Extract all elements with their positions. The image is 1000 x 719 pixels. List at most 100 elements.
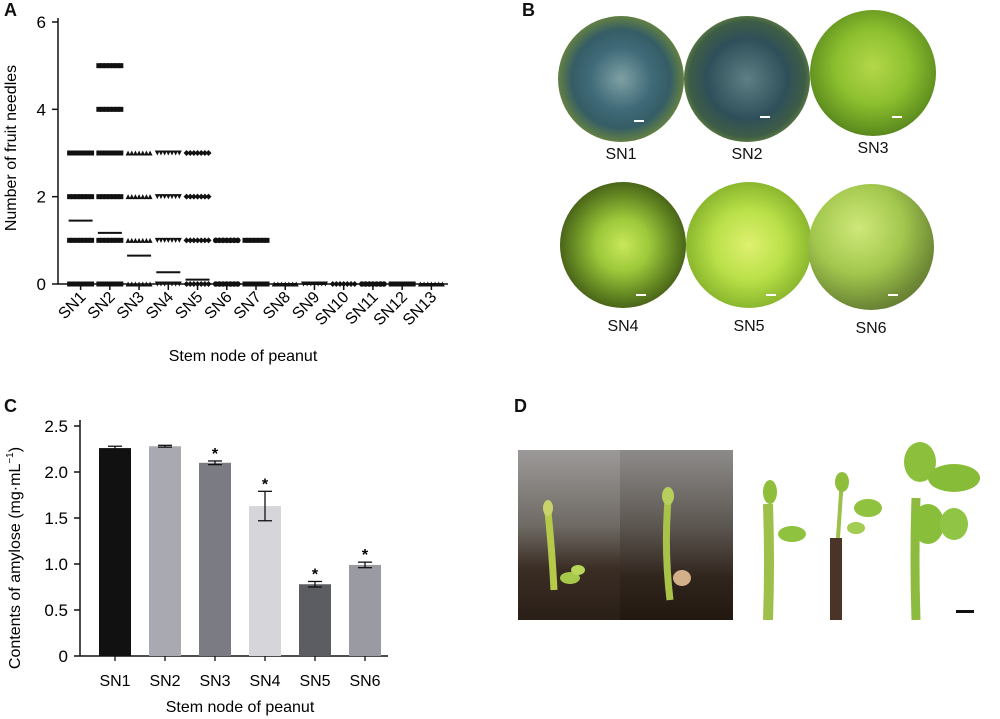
seedling-photo-5 xyxy=(894,438,998,620)
chart-c-y-tick-label: 1.5 xyxy=(44,509,68,528)
chart-c-y-tick-label: 0 xyxy=(59,647,68,666)
seedling-illustration-5 xyxy=(904,442,980,620)
chart-a-point-sn2 xyxy=(96,237,124,243)
micrograph-sn5 xyxy=(686,182,812,308)
chart-a-point-sn6 xyxy=(212,237,241,244)
error-bar-sn1 xyxy=(108,445,122,451)
chart-a-point-sn2 xyxy=(96,194,124,200)
chart-a-x-axis-label: Stem node of peanut xyxy=(169,348,318,365)
scale-bar-sn6 xyxy=(888,294,898,296)
chart-a-x-tick-label: SN6 xyxy=(202,289,236,323)
panel-c-letter: C xyxy=(4,396,17,416)
panel-b-letter: B xyxy=(522,0,535,20)
chart-a-y-axis-label: Number of fruit needles xyxy=(3,65,20,231)
chart-a-point-sn2 xyxy=(96,150,124,156)
bar-sn5 xyxy=(299,584,331,656)
chart-a-x-tick-label: SN7 xyxy=(231,289,265,323)
chart-c-y-axis-label-close: ) xyxy=(7,447,24,452)
scale-bar-sn3 xyxy=(892,116,902,118)
chart-a-point-sn4 xyxy=(154,281,182,287)
chart-a-point-sn1 xyxy=(67,281,95,287)
chart-a-point-sn5 xyxy=(183,237,212,244)
micrograph-sn2 xyxy=(684,16,810,142)
error-bar-sn6 xyxy=(358,561,372,569)
chart-a-point-sn3 xyxy=(125,150,153,156)
micrograph-label-sn4: SN4 xyxy=(607,318,639,335)
chart-a-point-sn7 xyxy=(242,237,270,243)
micrograph-label-sn3: SN3 xyxy=(857,140,889,157)
chart-c-y-tick-label: 2.5 xyxy=(44,417,68,436)
micrograph-label-sn5: SN5 xyxy=(733,318,765,335)
chart-a-point-sn5 xyxy=(183,150,212,156)
scale-bar-sn5 xyxy=(766,294,776,296)
chart-a-point-sn3 xyxy=(125,281,153,287)
chart-a-point-sn2 xyxy=(96,63,124,69)
panel-d-letter: D xyxy=(514,396,527,416)
chart-a-point-sn3 xyxy=(125,237,153,243)
chart-a-x-tick-label: SN3 xyxy=(114,289,148,323)
chart-c-x-axis-label: Stem node of peanut xyxy=(166,699,315,716)
seedling-illustration-3 xyxy=(763,480,806,620)
bar-sn6 xyxy=(349,564,381,656)
chart-c-y-tick-label: 1.0 xyxy=(44,555,68,574)
chart-c-x-tick-label: SN3 xyxy=(199,673,230,690)
chart-a-point-sn4 xyxy=(154,150,182,156)
chart-a-x-tick-label: SN4 xyxy=(143,289,177,323)
chart-c-y-axis-label-superscript: −1 xyxy=(5,452,16,464)
bar-sn3 xyxy=(199,462,231,656)
scale-bar-sn2 xyxy=(760,116,770,118)
chart-a-x-tick-label: SN1 xyxy=(55,289,89,323)
micrograph-label-sn6: SN6 xyxy=(855,320,887,337)
seedling-illustration-2 xyxy=(662,487,691,601)
chart-c-x-tick-label: SN6 xyxy=(349,673,380,690)
error-bar-sn3 xyxy=(208,460,222,466)
micrograph-sn3 xyxy=(810,10,936,136)
error-bar-sn4 xyxy=(258,490,272,522)
chart-c-x-tick-label: SN4 xyxy=(249,673,280,690)
scale-bar-photo xyxy=(956,610,974,613)
seedling-illustration-4 xyxy=(830,472,882,620)
chart-c-y-axis-label-text: Contents of amylose (mg·mL xyxy=(7,464,24,670)
bar-sn2 xyxy=(149,446,181,656)
seedling-photo-3 xyxy=(748,474,810,620)
micrograph-sn4 xyxy=(560,182,686,308)
micrograph-label-sn2: SN2 xyxy=(731,146,763,163)
chart-a-point-sn7 xyxy=(242,281,270,287)
chart-a-y-tick-label: 4 xyxy=(37,100,46,119)
chart-a-x-tick-label: SN8 xyxy=(260,289,294,323)
chart-a-y-tick-label: 2 xyxy=(37,188,46,207)
panel-a-letter: A xyxy=(4,0,17,20)
significance-star-sn6: * xyxy=(362,547,369,564)
bar-sn1 xyxy=(99,448,131,656)
chart-a-point-sn1 xyxy=(67,150,95,156)
chart-a-x-tick-label: SN13 xyxy=(400,289,440,329)
micrograph-label-sn1: SN1 xyxy=(605,146,637,163)
chart-c-y-axis-label: Contents of amylose (mg·mL−1) xyxy=(5,447,24,669)
micrograph-sn1 xyxy=(558,16,684,142)
chart-a-y-tick-label: 0 xyxy=(37,275,46,294)
seedling-photo-2 xyxy=(620,450,733,620)
seedling-photo-1 xyxy=(518,450,620,620)
error-bar-sn2 xyxy=(158,444,172,448)
chart-a-point-sn1 xyxy=(67,194,95,200)
chart-a-point-sn5 xyxy=(183,193,212,200)
chart-c-y-tick-label: 0.5 xyxy=(44,601,68,620)
chart-a-x-tick-label: SN2 xyxy=(85,289,119,323)
micrograph-sn6 xyxy=(808,184,934,310)
significance-star-sn4: * xyxy=(262,476,269,493)
error-bar-sn5 xyxy=(308,580,322,588)
chart-a-point-sn3 xyxy=(125,194,153,200)
chart-a-point-sn1 xyxy=(67,237,95,243)
significance-star-sn5: * xyxy=(312,566,319,583)
chart-c-x-tick-label: SN2 xyxy=(149,673,180,690)
chart-a-point-sn4 xyxy=(154,237,182,243)
chart-a-point-sn2 xyxy=(96,281,124,287)
chart-c-y-tick-label: 2.0 xyxy=(44,463,68,482)
seedling-photo-4 xyxy=(812,468,892,620)
fruit-needle-scatter-chart: 0246SN1SN2SN3SN4SN5SN6SN7SN8SN9SN10SN11S… xyxy=(3,13,448,365)
bar-sn4 xyxy=(249,506,281,656)
chart-c-x-tick-label: SN5 xyxy=(299,673,330,690)
seedling-illustration-1 xyxy=(543,500,585,591)
chart-a-y-tick-label: 6 xyxy=(37,13,46,32)
